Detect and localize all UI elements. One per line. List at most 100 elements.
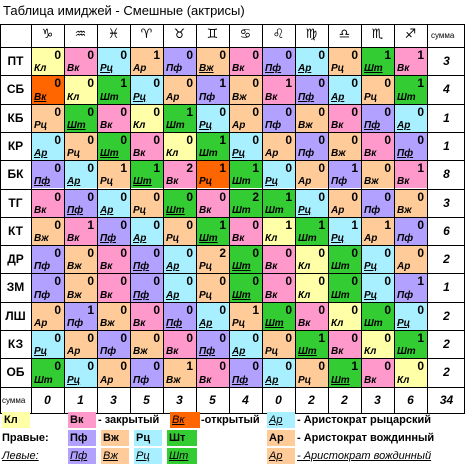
table-cell: Пф 1 xyxy=(65,302,97,330)
cell-code: Пф xyxy=(34,261,51,273)
cell-code: Кл xyxy=(397,374,410,386)
cell-value: 0 xyxy=(219,302,226,317)
column-sum: 1 xyxy=(77,392,84,407)
cell-value: 0 xyxy=(351,189,358,204)
table-cell: Шт 0 xyxy=(98,132,130,161)
cell-value: 0 xyxy=(186,217,193,232)
cell-code: Шт xyxy=(397,91,416,103)
sign-icon: ♈ xyxy=(140,27,153,42)
cell-code: Шт xyxy=(100,148,119,160)
table-cell: Вж 0 xyxy=(32,217,64,246)
legend-open-label: -открытый xyxy=(201,414,260,426)
table-cell: Шт 1 xyxy=(197,217,229,246)
cell-value: 0 xyxy=(219,48,226,62)
cell-code: Вж xyxy=(364,176,379,188)
table-cell: Шт 1 xyxy=(131,161,163,189)
cell-code: Рц xyxy=(133,91,147,103)
legend-right-label: Правые: xyxy=(2,432,49,444)
table-cell: Вк 0 xyxy=(362,132,394,161)
cell-code: Рц xyxy=(265,176,279,188)
cell-code: Вк xyxy=(232,63,245,75)
cell-value: 0 xyxy=(384,359,391,374)
cell-code: Шт xyxy=(34,374,53,386)
cell-code: Вк xyxy=(364,374,377,386)
table-cell: Ар 0 xyxy=(197,302,229,330)
cell-value: 0 xyxy=(252,246,259,261)
row-label: СБ xyxy=(6,82,25,97)
cell-value: 0 xyxy=(120,189,127,204)
cell-value: 0 xyxy=(186,48,193,62)
cell-value: 0 xyxy=(54,161,61,176)
cell-code: Вж xyxy=(397,204,412,216)
cell-code: Вк xyxy=(364,148,377,160)
column-sum: 2 xyxy=(341,392,348,407)
cell-value: 0 xyxy=(120,246,127,261)
cell-code: Ар xyxy=(67,176,81,188)
cell-code: Рц xyxy=(364,289,378,301)
cell-code: Рц xyxy=(331,63,345,75)
table-cell: Пф 0 xyxy=(131,359,163,387)
cell-code: Пф xyxy=(265,119,282,131)
table-cell: Ар 0 xyxy=(65,161,97,189)
cell-code: Ар xyxy=(34,148,48,160)
table-cell: Пф 0 xyxy=(32,161,64,189)
cell-code: Ар xyxy=(331,204,345,216)
cell-code: Шт xyxy=(166,119,185,131)
sign-icon: ♒ xyxy=(74,27,87,42)
cell-value: 0 xyxy=(54,76,61,91)
cell-value: 0 xyxy=(252,76,259,91)
row-label: ДР xyxy=(7,252,24,267)
cell-code: Рц xyxy=(34,346,48,358)
cell-value: 0 xyxy=(252,132,259,147)
cell-value: 0 xyxy=(318,132,325,147)
grid-line xyxy=(0,413,465,414)
cell-value: 0 xyxy=(87,48,94,62)
cell-value: 0 xyxy=(153,217,160,232)
cell-code: Ар xyxy=(100,374,114,386)
cell-code: Рц xyxy=(67,374,81,386)
cell-value: 0 xyxy=(351,331,358,345)
table-cell: Вк 0 xyxy=(164,331,196,359)
cell-code: Шт xyxy=(298,233,317,245)
table-cell: Шт 1 xyxy=(395,76,427,104)
legend-kl: Кл xyxy=(2,412,30,428)
cell-value: 0 xyxy=(417,302,424,317)
cell-code: Ар xyxy=(265,148,279,160)
grid-line xyxy=(196,24,197,413)
cell-code: Пф xyxy=(397,289,414,301)
table-cell: Пф 0 xyxy=(263,48,295,76)
table-cell: Вж 0 xyxy=(230,76,262,104)
table-cell: Пф 0 xyxy=(362,189,394,217)
table-cell: Рц 0 xyxy=(98,48,130,76)
cell-code: Кл xyxy=(331,317,344,329)
table-cell: Ар 0 xyxy=(164,274,196,302)
cell-code: Шт xyxy=(397,346,416,358)
cell-code: Пф xyxy=(133,261,150,273)
cell-value: 0 xyxy=(318,161,325,176)
table-cell: Пф 0 xyxy=(131,246,163,274)
table-cell: Пф 0 xyxy=(32,246,64,274)
column-sum: 6 xyxy=(407,392,414,407)
cell-value: 0 xyxy=(351,48,358,62)
cell-code: Шт xyxy=(67,119,86,131)
legend-vzh-left: Вж xyxy=(101,448,129,464)
table-cell: Вж 0 xyxy=(362,161,394,189)
table-cell: Кл 0 xyxy=(362,331,394,359)
row-sum: 3 xyxy=(443,195,450,210)
cell-value: 0 xyxy=(153,246,160,261)
cell-value: 1 xyxy=(219,76,226,91)
cell-value: 0 xyxy=(318,48,325,62)
cell-code: Ар xyxy=(397,119,411,131)
cell-value: 1 xyxy=(252,161,259,176)
cell-value: 0 xyxy=(318,189,325,204)
legend-vzh: Вж xyxy=(101,430,129,446)
cell-value: 0 xyxy=(318,104,325,119)
cell-code: Вж xyxy=(34,233,49,245)
table-cell: Пф 0 xyxy=(65,189,97,217)
table-cell: Рц 1 xyxy=(329,217,361,246)
cell-code: Вк xyxy=(67,233,80,245)
column-sum: 3 xyxy=(374,392,381,407)
cell-code: Вк xyxy=(166,346,179,358)
cell-code: Вж xyxy=(232,91,247,103)
legend-ar-lead-label: - Аристократ вождинный xyxy=(297,432,435,444)
